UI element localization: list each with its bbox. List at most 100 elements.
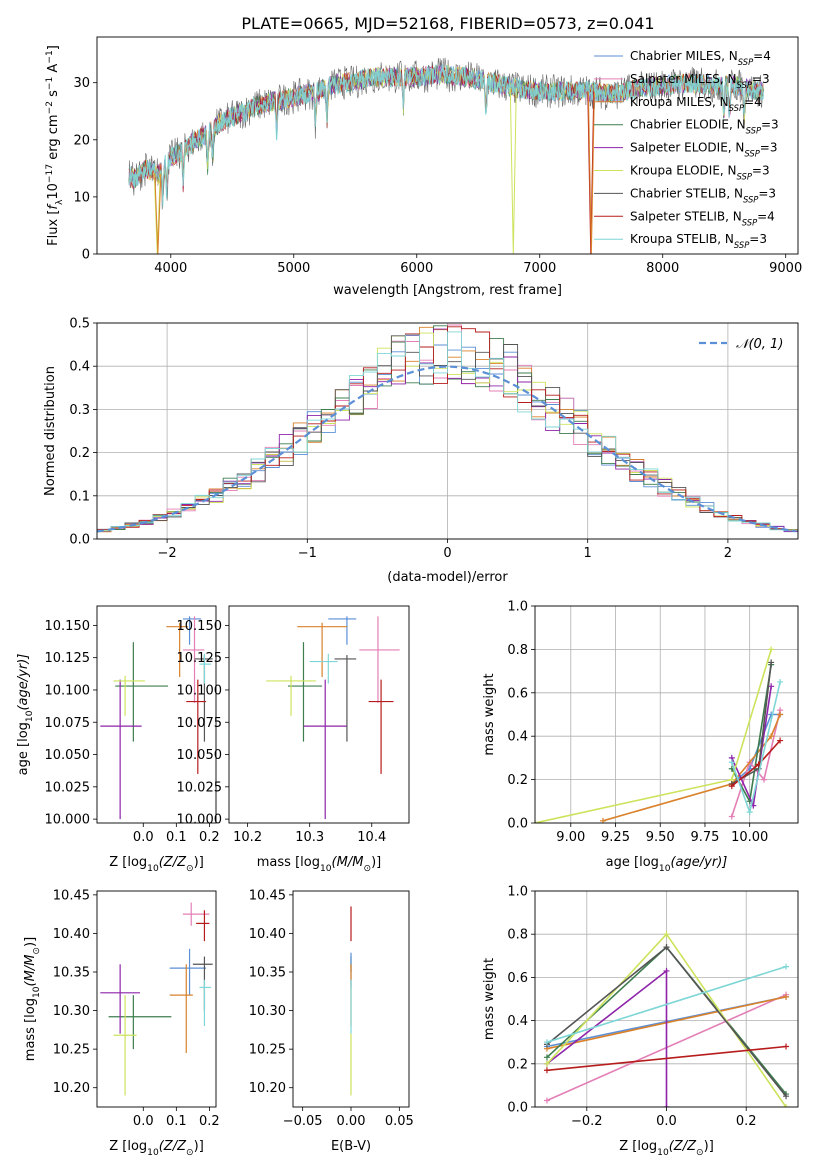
residuals-frame: [96, 322, 799, 540]
label-part: 10: [32, 986, 42, 998]
y-tick-label: 20: [73, 133, 90, 148]
x-axis-label: (data-model)/error: [387, 570, 508, 585]
x-tick-label: 8000: [646, 261, 679, 276]
weight-series-2: [602, 714, 781, 822]
weight-marker: [783, 1043, 790, 1050]
histogram-series-8: [97, 331, 798, 539]
x-tick-label: −0.05: [283, 1114, 323, 1129]
y-axis-label: mass [log10(M/M⊙)]: [23, 937, 42, 1061]
legend-tail: =3: [749, 232, 767, 246]
y-tick-label: 10.125: [45, 651, 91, 666]
legend-sub: SSP: [737, 172, 753, 182]
label-part: (Z/Z: [159, 855, 187, 870]
weight-series-7: [546, 1045, 787, 1072]
y-tick-label: 10.150: [177, 619, 223, 634]
label-part: (Z/Z: [159, 1139, 187, 1154]
age_vs_mass-points: [266, 616, 400, 820]
x-tick-label: 0.1: [166, 830, 187, 845]
weight-marker: [728, 759, 735, 766]
y-tick-label: 10.40: [249, 927, 286, 942]
normal-curve: [97, 365, 796, 533]
label-part: ⊙: [32, 947, 42, 955]
weight-marker: [783, 1093, 790, 1100]
legend-text: Chabrier ELODIE, N: [630, 118, 746, 132]
x-tick-label: 0.1: [166, 1114, 187, 1129]
weight-marker: [768, 646, 775, 653]
label-part: )]: [23, 937, 38, 947]
legend-text: Kroupa ELODIE, N: [630, 164, 737, 178]
y-tick-label: 10.35: [249, 966, 286, 981]
age_vs_Z-frame: [96, 605, 217, 824]
spectrum-drop: [509, 87, 517, 254]
weight-marker: [777, 711, 784, 718]
mass_weight_vs_Z-frame: [534, 890, 799, 1108]
weight-marker: [663, 967, 670, 974]
y-tick-label: 10.075: [45, 716, 91, 731]
legend-text: Chabrier STELIB, N: [630, 186, 743, 200]
y-tick-label: 10.075: [177, 716, 223, 731]
y-tick-label: 10.35: [53, 966, 90, 981]
weight-marker: [746, 809, 753, 816]
x-axis-label: mass [log10(M/M⊙)]: [257, 855, 381, 874]
legend-entry: Kroupa ELODIE, NSSP=3: [630, 164, 770, 182]
y-tick-label: 0.2: [507, 773, 528, 788]
weight-marker: [783, 1104, 790, 1107]
age_vs_mass-axes: 10.2 10.3 10.4 10.000 10.025 10.050 10.075 10.1…: [177, 619, 387, 845]
mass_vs_Z-axes: 0.0 0.1 0.2 10.20 10.25 10.30 10.35 10.40 10.45: [53, 888, 220, 1129]
legend-sub: SSP: [742, 217, 758, 227]
legend-tail: =4: [757, 209, 775, 223]
y-tick-label: 1.0: [507, 885, 528, 900]
spectrum-drop: [153, 173, 161, 254]
weight-marker: [728, 813, 735, 820]
legend-entry: 𝒩(0, 1): [736, 337, 783, 352]
label-part: age [log: [606, 855, 659, 870]
legend-sub: SSP: [729, 103, 745, 113]
legend-tail: =4: [753, 49, 771, 63]
label-part: 10: [147, 1148, 159, 1158]
legend-text: Salpeter MILES, N: [630, 72, 737, 86]
y-tick-label: 0.8: [507, 643, 528, 658]
legend-text: Kroupa STELIB, N: [630, 232, 734, 246]
weight-series-4: [546, 969, 668, 1107]
label-part: 10: [25, 710, 35, 722]
x-tick-label: 9.25: [601, 830, 630, 845]
y-tick-label: 10.050: [45, 748, 91, 763]
x-tick-label: 0.05: [385, 1114, 414, 1129]
label-part: Z [log: [619, 1139, 657, 1154]
x-tick-label: 7000: [523, 261, 556, 276]
spectrum-drop: [587, 91, 595, 254]
y-tick-label: 10.100: [45, 683, 91, 698]
x-tick-label: 0.2: [199, 1114, 220, 1129]
weight-marker: [543, 1097, 550, 1104]
x-tick-label: 9.50: [646, 830, 675, 845]
y-tick-label: 10.45: [53, 888, 90, 903]
label-part: Z [log: [109, 1139, 147, 1154]
label-part: −2: [45, 101, 55, 114]
x-tick-label: −0.2: [571, 1114, 603, 1129]
x-axis-label: Z [log10(Z/Z⊙)]: [109, 1139, 204, 1158]
label-part: f: [46, 203, 61, 210]
legend-entry: Salpeter MILES, NSSP=3: [630, 72, 770, 90]
label-part: mass [log: [257, 855, 320, 870]
label-part: )]: [194, 1139, 204, 1154]
legend-text: Chabrier MILES, N: [630, 49, 738, 63]
spectrum-lines: [128, 57, 765, 254]
label-part: A: [46, 64, 61, 77]
y-tick-label: 10.025: [177, 780, 223, 795]
mass_weight_vs_Z-axes: −0.2 0.0 0.2 0.0 0.2 0.4 0.6 0.8 1.0: [507, 885, 798, 1129]
y-tick-label: 10.30: [249, 1004, 286, 1019]
legend-entry: Salpeter STELIB, NSSP=4: [630, 209, 775, 227]
label-part: )]: [371, 855, 381, 870]
y-axis-label: Flux [fλ10−17 erg cm−2 s−1 A−1]: [45, 45, 65, 246]
label-part: ]: [46, 45, 61, 50]
y-tick-label: 10.000: [177, 813, 223, 828]
x-tick-label: 2: [724, 546, 732, 561]
legend-tail: =4: [744, 95, 762, 109]
mass_weight_vs_age-axes: 9.00 9.25 9.50 9.75 10.00 0.0 0.2 0.4 0.6 0.8 1.0: [507, 600, 798, 845]
weight-marker: [777, 737, 784, 744]
label-part: mass [log: [23, 998, 38, 1061]
legend-sub: SSP: [746, 126, 762, 136]
weight-marker: [783, 963, 790, 970]
weight-marker: [663, 931, 670, 938]
y-tick-label: 10.050: [177, 748, 223, 763]
